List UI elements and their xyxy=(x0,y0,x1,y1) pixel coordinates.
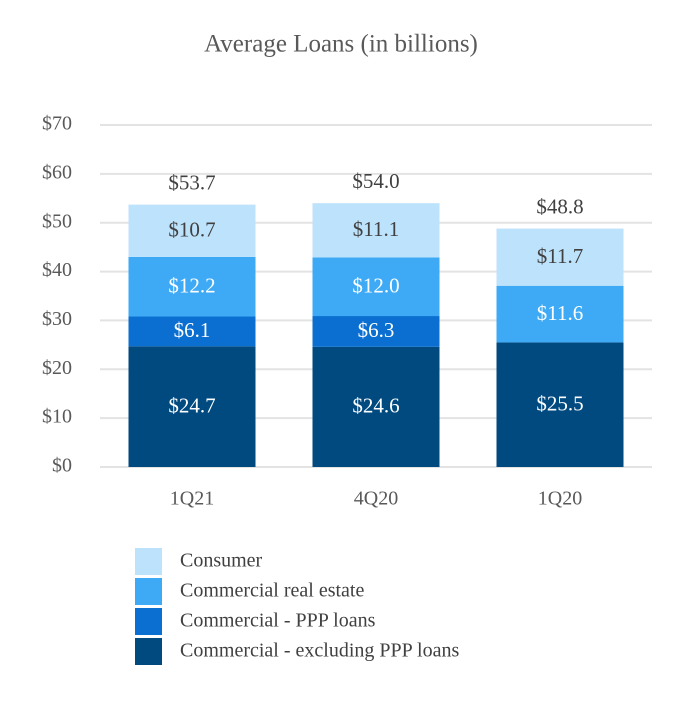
bar-segment xyxy=(128,256,256,317)
legend-swatch xyxy=(135,638,162,665)
bar-segment xyxy=(128,204,256,257)
bar-segment xyxy=(496,228,624,286)
x-tick-label: 4Q20 xyxy=(354,488,398,510)
y-tick-label: $30 xyxy=(42,308,72,330)
bar-segment xyxy=(128,346,256,467)
bar-segment xyxy=(312,316,440,347)
bar-segment xyxy=(496,342,624,467)
legend-swatch xyxy=(135,548,162,575)
total-label: $54.0 xyxy=(352,169,399,193)
value-label: $11.6 xyxy=(537,301,583,325)
value-label: $25.5 xyxy=(536,392,583,416)
bar-segment xyxy=(312,257,440,317)
y-tick-label: $10 xyxy=(42,406,72,428)
y-tick-label: $40 xyxy=(42,259,72,281)
bar-segment xyxy=(312,346,440,467)
y-tick-label: $60 xyxy=(42,161,72,183)
y-tick-label: $70 xyxy=(42,113,72,135)
legend-swatch xyxy=(135,608,162,635)
value-label: $12.0 xyxy=(352,274,399,298)
value-label: $6.3 xyxy=(358,318,395,342)
y-tick-label: $20 xyxy=(42,357,72,379)
x-tick-label: 1Q20 xyxy=(538,488,582,510)
value-label: $11.1 xyxy=(353,217,399,241)
value-label: $12.2 xyxy=(168,274,215,298)
total-label: $53.7 xyxy=(168,170,215,194)
y-tick-label: $0 xyxy=(52,455,72,477)
x-tick-label: 1Q21 xyxy=(170,488,214,510)
legend-label: Commercial - PPP loans xyxy=(180,610,376,632)
y-tick-label: $50 xyxy=(42,210,72,232)
bar-segment xyxy=(496,285,624,343)
chart-title: Average Loans (in billions) xyxy=(204,31,478,58)
value-label: $24.6 xyxy=(352,394,399,418)
legend-label: Commercial real estate xyxy=(180,580,364,602)
total-label: $48.8 xyxy=(536,194,583,218)
legend-swatch xyxy=(135,578,162,605)
legend-label: Commercial - excluding PPP loans xyxy=(180,640,459,662)
legend-label: Consumer xyxy=(180,550,263,572)
value-label: $6.1 xyxy=(174,318,211,342)
value-label: $24.7 xyxy=(168,393,215,417)
bar-segment xyxy=(312,203,440,258)
value-label: $11.7 xyxy=(537,244,583,268)
value-label: $10.7 xyxy=(168,218,215,242)
bar-segment xyxy=(128,316,256,347)
